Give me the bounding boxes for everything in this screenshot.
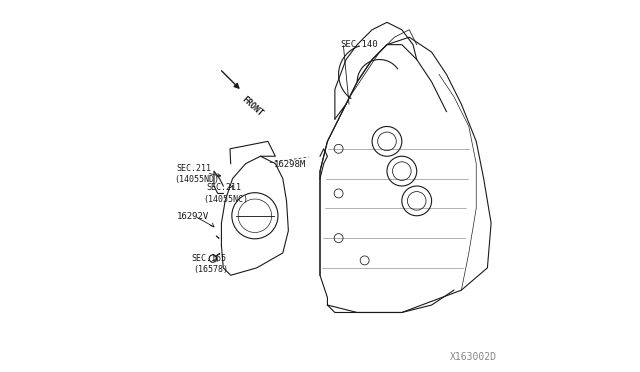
Text: SEC.211: SEC.211 (207, 183, 241, 192)
Text: X163002D: X163002D (450, 352, 497, 362)
Text: SEC.165: SEC.165 (191, 254, 227, 263)
Text: (14055NC): (14055NC) (203, 195, 248, 203)
Text: 16292V: 16292V (177, 212, 209, 221)
Text: SEC.140: SEC.140 (340, 40, 378, 49)
Text: (16578): (16578) (193, 265, 228, 274)
Text: FRONT: FRONT (240, 95, 264, 118)
Text: 16298M: 16298M (273, 160, 306, 169)
Text: (14055ND): (14055ND) (174, 175, 219, 184)
Text: SEC.211: SEC.211 (177, 164, 212, 173)
